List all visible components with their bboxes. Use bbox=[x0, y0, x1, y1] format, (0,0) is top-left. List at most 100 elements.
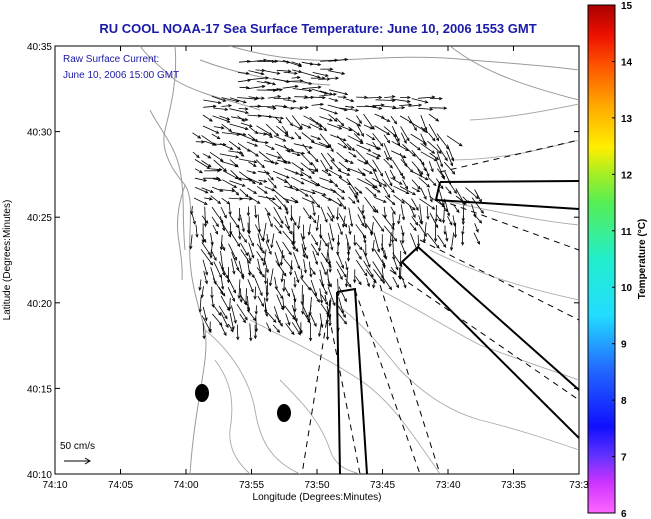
current-vector bbox=[419, 198, 436, 210]
current-vector bbox=[299, 322, 303, 335]
current-vector bbox=[281, 125, 289, 135]
current-vector bbox=[383, 158, 394, 169]
current-vector bbox=[202, 322, 206, 340]
current-vector bbox=[249, 312, 257, 322]
current-vector bbox=[447, 216, 453, 226]
current-vector bbox=[328, 197, 343, 207]
current-vector bbox=[192, 132, 202, 139]
current-vector bbox=[362, 234, 367, 244]
current-vector bbox=[365, 95, 383, 100]
current-vector bbox=[282, 241, 292, 256]
current-vector bbox=[238, 270, 245, 278]
current-vector bbox=[327, 286, 336, 307]
current-vector bbox=[428, 113, 440, 122]
current-vector bbox=[383, 134, 391, 144]
current-vector bbox=[429, 152, 440, 161]
current-vector bbox=[289, 260, 293, 276]
current-vector bbox=[228, 243, 237, 261]
current-vector bbox=[213, 126, 225, 130]
current-vector bbox=[255, 96, 266, 100]
current-vector bbox=[202, 259, 209, 276]
current-vector bbox=[227, 287, 235, 303]
current-vector bbox=[353, 133, 364, 143]
current-vector bbox=[303, 312, 311, 324]
current-vector bbox=[357, 214, 365, 227]
current-vector bbox=[236, 151, 245, 157]
current-vector bbox=[320, 294, 329, 306]
current-vector bbox=[446, 135, 463, 147]
current-vector bbox=[327, 169, 343, 178]
current-vector bbox=[291, 322, 301, 336]
current-vector bbox=[284, 79, 304, 83]
current-vector bbox=[203, 99, 222, 105]
current-vector bbox=[264, 267, 268, 285]
x-tick-label: 74:05 bbox=[108, 480, 133, 491]
current-vector bbox=[336, 268, 343, 281]
current-vector bbox=[393, 194, 405, 204]
current-vector bbox=[253, 286, 257, 300]
current-vector bbox=[309, 62, 322, 67]
current-vector bbox=[282, 279, 286, 293]
current-vector bbox=[461, 215, 465, 226]
current-vector bbox=[346, 249, 351, 262]
current-vector bbox=[267, 95, 282, 99]
current-vector bbox=[202, 306, 208, 322]
current-vector bbox=[428, 177, 437, 187]
current-vector bbox=[330, 134, 347, 142]
current-vector bbox=[274, 116, 282, 124]
current-vector bbox=[398, 170, 405, 180]
current-vector bbox=[248, 161, 257, 167]
current-vector bbox=[247, 84, 266, 90]
current-vector bbox=[335, 117, 345, 127]
current-vector bbox=[238, 158, 258, 164]
current-vector bbox=[433, 222, 438, 243]
current-vector bbox=[474, 223, 479, 233]
current-vector bbox=[335, 207, 340, 221]
current-vector bbox=[328, 114, 338, 122]
current-vector bbox=[240, 249, 251, 265]
current-vector bbox=[189, 234, 193, 250]
current-vector bbox=[264, 160, 279, 165]
current-vector bbox=[320, 206, 328, 223]
current-vector bbox=[282, 84, 299, 89]
current-vector bbox=[337, 305, 347, 318]
current-vector bbox=[301, 197, 316, 204]
current-vector bbox=[236, 304, 248, 321]
current-vector bbox=[213, 159, 228, 172]
current-vector bbox=[310, 279, 318, 297]
current-vector bbox=[355, 242, 363, 251]
current-vector bbox=[265, 241, 272, 255]
current-vector bbox=[363, 168, 374, 174]
current-vector bbox=[425, 168, 430, 178]
legend-line-1: Raw Surface Current: bbox=[63, 54, 159, 65]
current-vector bbox=[328, 144, 334, 153]
current-vector bbox=[337, 95, 347, 99]
current-vector bbox=[239, 214, 245, 233]
current-vector bbox=[354, 186, 363, 194]
current-vector bbox=[194, 168, 203, 174]
current-vector bbox=[372, 178, 388, 187]
current-vector bbox=[443, 225, 447, 236]
current-vector bbox=[284, 287, 291, 298]
current-vector bbox=[399, 186, 416, 196]
y-tick-label: 40:25 bbox=[27, 213, 52, 224]
current-vector bbox=[200, 286, 204, 299]
current-vector bbox=[229, 159, 239, 168]
current-vector bbox=[319, 116, 334, 122]
y-axis-label: Latitude (Degrees:Minutes) bbox=[2, 200, 13, 321]
current-vector bbox=[373, 232, 381, 253]
current-vector bbox=[362, 214, 368, 229]
current-vector bbox=[290, 214, 297, 226]
scale-arrow-label: 50 cm/s bbox=[60, 441, 95, 452]
current-vector bbox=[393, 185, 410, 194]
current-vector bbox=[327, 70, 346, 75]
current-vector bbox=[346, 178, 359, 196]
current-vector bbox=[266, 233, 270, 244]
current-vector bbox=[291, 75, 301, 80]
current-vector bbox=[384, 195, 396, 206]
current-vector bbox=[258, 179, 268, 183]
current-vector bbox=[357, 168, 366, 177]
current-vector bbox=[345, 105, 355, 109]
current-vector bbox=[453, 205, 460, 214]
current-vector bbox=[213, 107, 229, 111]
